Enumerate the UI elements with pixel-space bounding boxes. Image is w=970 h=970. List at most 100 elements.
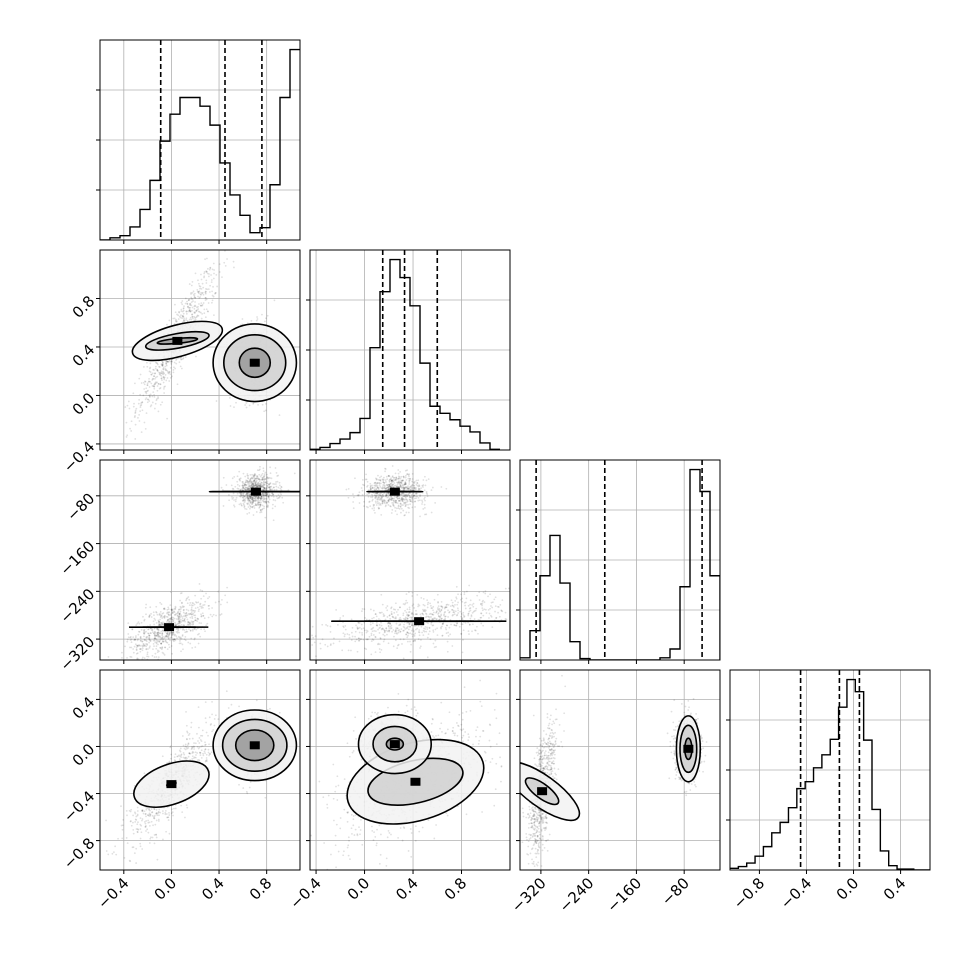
scatter-point <box>255 495 258 498</box>
scatter-point <box>356 628 359 630</box>
scatter-point <box>401 498 404 501</box>
scatter-point <box>396 497 399 500</box>
scatter-point <box>161 651 164 654</box>
scatter-point <box>167 613 170 616</box>
scatter-point <box>269 482 272 485</box>
scatter-point <box>167 618 170 621</box>
scatter-point <box>261 476 264 479</box>
scatter-point <box>395 632 398 634</box>
scatter-point <box>244 494 247 497</box>
scatter-point <box>177 620 180 623</box>
scatter-point <box>408 606 411 609</box>
scatter-point <box>200 597 203 600</box>
scatter-point <box>369 484 372 487</box>
scatter-point <box>197 308 200 310</box>
scatter-point <box>177 622 180 625</box>
scatter-point <box>399 506 402 508</box>
scatter-point <box>256 497 259 500</box>
scatter-point <box>184 614 187 617</box>
scatter-point <box>476 625 478 628</box>
scatter-point <box>179 750 182 753</box>
scatter-point <box>155 362 158 364</box>
scatter-point <box>254 480 256 483</box>
scatter-point <box>208 273 210 275</box>
scatter-point <box>246 496 249 499</box>
scatter-point <box>385 627 388 630</box>
scatter-point <box>252 402 255 405</box>
scatter-point <box>355 638 358 641</box>
scatter-point <box>156 651 159 654</box>
scatter-point <box>390 480 393 482</box>
scatter-point <box>174 639 177 642</box>
scatter-point <box>249 478 251 481</box>
scatter-point <box>256 318 259 320</box>
scatter-point <box>174 624 177 627</box>
scatter-point <box>423 503 426 506</box>
scatter-point <box>157 397 160 400</box>
scatter-point <box>390 479 393 482</box>
scatter-point <box>413 484 415 487</box>
scatter-point <box>408 475 410 478</box>
scatter-point <box>394 478 397 481</box>
scatter-point <box>379 502 382 505</box>
scatter-point <box>500 610 503 612</box>
scatter-point <box>247 474 250 477</box>
scatter-point <box>156 628 159 631</box>
scatter-point <box>401 497 404 500</box>
scatter-point <box>226 586 229 589</box>
scatter-point <box>193 307 196 310</box>
scatter-point <box>394 506 396 509</box>
scatter-point <box>393 476 396 479</box>
scatter-point <box>406 601 409 604</box>
scatter-point <box>482 599 484 602</box>
scatter-point <box>170 608 173 611</box>
scatter-point <box>395 479 398 481</box>
scatter-point <box>191 755 194 758</box>
scatter-point <box>469 617 472 620</box>
scatter-point <box>186 614 189 616</box>
scatter-point <box>366 638 369 641</box>
scatter-point <box>263 492 266 495</box>
scatter-point <box>228 499 231 502</box>
scatter-point <box>201 304 203 307</box>
scatter-point <box>202 614 205 617</box>
scatter-point <box>210 301 213 304</box>
scatter-point <box>407 511 410 514</box>
scatter-point <box>157 410 160 413</box>
scatter-point <box>398 499 400 502</box>
scatter-point <box>253 495 256 498</box>
scatter-point <box>401 492 403 495</box>
scatter-point <box>452 611 455 614</box>
scatter-point <box>186 597 189 600</box>
scatter-point <box>410 612 413 615</box>
scatter-point <box>417 631 420 633</box>
scatter-point <box>402 479 405 482</box>
scatter-point <box>261 484 264 486</box>
scatter-point <box>179 620 182 623</box>
scatter-point <box>250 477 252 480</box>
scatter-point <box>235 401 237 404</box>
scatter-point <box>413 494 416 497</box>
scatter-point <box>252 483 255 485</box>
scatter-point <box>141 810 144 813</box>
scatter-point <box>392 476 395 479</box>
scatter-point <box>204 290 207 293</box>
scatter-point <box>387 499 390 502</box>
scatter-point <box>416 495 419 498</box>
scatter-point <box>404 602 407 605</box>
scatter-point <box>194 619 197 622</box>
scatter-point <box>388 627 391 629</box>
scatter-point <box>260 481 263 484</box>
scatter-point <box>127 633 130 635</box>
scatter-point <box>387 499 390 502</box>
scatter-point <box>396 627 399 630</box>
scatter-point <box>401 479 404 482</box>
scatter-point <box>167 613 170 616</box>
scatter-point <box>271 503 274 506</box>
scatter-point <box>175 358 178 360</box>
scatter-point <box>191 315 194 318</box>
scatter-point <box>413 486 416 489</box>
scatter-point <box>157 810 160 813</box>
scatter-point <box>380 497 383 500</box>
scatter-panel-p1-vs-p0: −0.40.00.40.8 <box>60 249 301 476</box>
